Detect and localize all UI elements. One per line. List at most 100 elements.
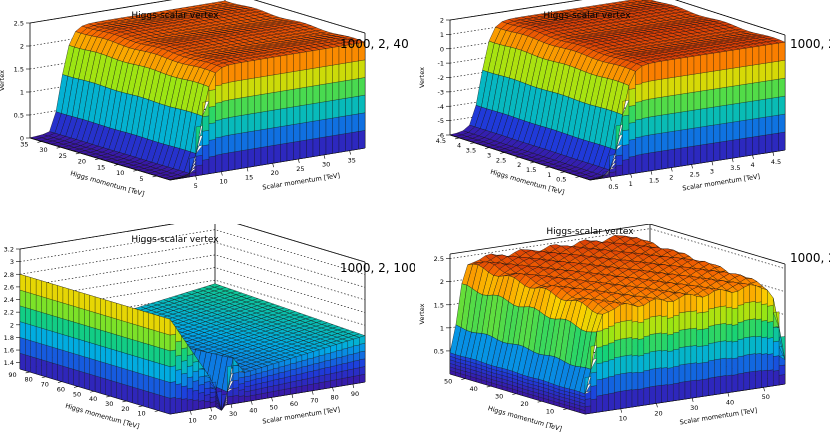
chart-title: Higgs-scalar vertex xyxy=(131,11,219,21)
y-tick-label: 20 xyxy=(121,405,129,413)
z-tick-label: 2.2 xyxy=(4,309,14,317)
z-tick-label: 0.5 xyxy=(434,347,444,355)
y-tick-label: 80 xyxy=(25,376,33,384)
y-tick-label: 30 xyxy=(105,400,113,408)
x-tick-label: 80 xyxy=(331,393,339,401)
y-axis-title: Higgs momentum [TeV] xyxy=(69,169,145,198)
z-tick-label: 0 xyxy=(20,135,24,143)
y-tick-label: 10 xyxy=(546,408,554,416)
chart-panel-1: 5 10 15 20 25 30 35 35 30 25 20 15 10 5 2.5 2 1.5 1 0.5 0 Sc… xyxy=(0,0,415,223)
chart-title: Higgs-scalar vertex xyxy=(131,235,219,245)
y-tick-label: 10 xyxy=(137,410,145,418)
y-tick-label: 4.5 xyxy=(436,137,446,145)
y-tick-label: 50 xyxy=(73,390,81,398)
y-tick-label: 10 xyxy=(116,169,124,177)
x-tick-label: 2 xyxy=(669,174,673,182)
y-tick-label: 2 xyxy=(517,161,521,169)
x-tick-label: 2.5 xyxy=(690,170,700,178)
chart-panel-4: 10 20 30 40 50 50 40 30 20 10 2.5 2 1.5 1 0.5 Scalar mo… xyxy=(415,224,830,447)
surface-mesh xyxy=(449,0,786,180)
z-tick-label: 2.4 xyxy=(4,296,14,304)
x-tick-label: 50 xyxy=(762,393,770,401)
z-tick-label: -2 xyxy=(438,74,444,82)
z-tick-label: 1 xyxy=(20,89,24,97)
chart-svg-1: 510152025303535302520151052.521.510.50Sc… xyxy=(0,0,409,198)
surface-skirt xyxy=(29,42,366,181)
surface-mesh xyxy=(29,0,366,180)
y-tick-label: 1.5 xyxy=(526,166,536,174)
y-tick-label: 40 xyxy=(469,385,477,393)
y-tick-label: 3.5 xyxy=(466,147,476,155)
x-tick-label: 35 xyxy=(348,157,356,165)
x-tick-label: 30 xyxy=(322,161,330,169)
y-tick-label: 1 xyxy=(547,171,551,179)
chart-svg-2: 0.5 1 1.5 2 2.5 3 3.5 4 4.5 4.5 4 3.5 3 2.5 2 1.5 1 0.5 2 1… xyxy=(418,0,830,197)
surface-skirt xyxy=(449,284,786,415)
y-tick-label: 90 xyxy=(8,371,16,379)
z-tick-label: -4 xyxy=(438,103,444,111)
axis-ticks: 10 20 30 40 50 60 70 80 90 90 80 70 60 50 40 30 20 10 3.2 3… xyxy=(4,246,359,425)
parameter-label: 1000, 2, 40 xyxy=(340,37,409,51)
x-tick-label: 30 xyxy=(690,404,698,412)
z-tick-label: -3 xyxy=(438,88,444,96)
axis-ticks: 10 20 30 40 50 50 40 30 20 10 2.5 2 1.5 1 0.5 xyxy=(434,255,770,423)
x-tick-label: 10 xyxy=(219,178,227,186)
x-tick-label: 60 xyxy=(290,400,298,408)
x-tick-label: 0.5 xyxy=(608,183,618,191)
y-tick-label: 50 xyxy=(444,378,452,386)
y-tick-label: 25 xyxy=(59,152,67,160)
axis-ticks: 5 10 15 20 25 30 35 35 30 25 20 15 10 5 2.5 2 1.5 1 0.5 0 xyxy=(14,20,356,190)
axis-ticks: 0.5 1 1.5 2 2.5 3 3.5 4 4.5 4.5 4 3.5 3 2.5 2 1.5 1 0.5 2 1… xyxy=(436,17,781,191)
y-tick-label: 30 xyxy=(495,393,503,401)
surface-skirt xyxy=(19,274,366,415)
x-tick-label: 90 xyxy=(351,390,359,398)
y-tick-label: 4 xyxy=(457,142,461,150)
x-tick-label: 70 xyxy=(310,397,318,405)
z-tick-label: 1.5 xyxy=(14,66,24,74)
y-tick-label: 70 xyxy=(41,381,49,389)
x-tick-label: 1 xyxy=(629,180,633,188)
x-tick-label: 40 xyxy=(249,407,257,415)
z-tick-label: 2 xyxy=(10,321,14,329)
z-tick-label: 1 xyxy=(440,324,444,332)
z-tick-label: -1 xyxy=(438,60,444,68)
z-tick-label: 2 xyxy=(20,43,24,51)
z-tick-label: 1 xyxy=(440,31,444,39)
z-tick-label: 2 xyxy=(440,17,444,25)
z-tick-label: 3.2 xyxy=(4,246,14,254)
z-axis-title: Vertex xyxy=(418,303,426,324)
y-tick-label: 0.5 xyxy=(556,176,566,184)
surface-skirt xyxy=(449,42,786,181)
z-tick-label: 1.8 xyxy=(4,334,14,342)
x-tick-label: 20 xyxy=(271,169,279,177)
x-tick-label: 4 xyxy=(751,161,755,169)
z-tick-label: 2.8 xyxy=(4,271,14,279)
chart-panel-3: 10 20 30 40 50 60 70 80 90 90 80 70 60 50 40 30 20 10 3.2 3… xyxy=(0,224,415,447)
x-tick-label: 3 xyxy=(710,167,714,175)
z-axis-title: Vertex xyxy=(418,67,426,88)
z-tick-label: -5 xyxy=(438,117,444,125)
y-tick-label: 3 xyxy=(487,151,491,159)
x-tick-label: 40 xyxy=(726,399,734,407)
y-tick-label: 40 xyxy=(89,395,97,403)
z-tick-label: 1.6 xyxy=(4,347,14,355)
x-tick-label: 1.5 xyxy=(649,177,659,185)
x-tick-label: 3.5 xyxy=(730,164,740,172)
y-tick-label: 2.5 xyxy=(496,156,506,164)
y-tick-label: 60 xyxy=(57,385,65,393)
x-tick-label: 10 xyxy=(619,415,627,423)
y-tick-label: 20 xyxy=(520,400,528,408)
z-tick-label: 0 xyxy=(440,45,444,53)
y-tick-label: 35 xyxy=(20,140,28,148)
x-tick-label: 20 xyxy=(654,409,662,417)
z-tick-label: 1.4 xyxy=(4,359,14,367)
x-tick-label: 25 xyxy=(296,165,304,173)
z-axis-title: Vertex xyxy=(0,70,6,91)
chart-title: Higgs-scalar vertex xyxy=(543,11,631,21)
y-tick-label: 30 xyxy=(39,146,47,154)
x-tick-label: 4.5 xyxy=(771,158,781,166)
z-tick-label: 2 xyxy=(440,278,444,286)
parameter-label: 1000, 2, 60 xyxy=(790,251,830,265)
y-tick-label: 5 xyxy=(139,175,143,183)
